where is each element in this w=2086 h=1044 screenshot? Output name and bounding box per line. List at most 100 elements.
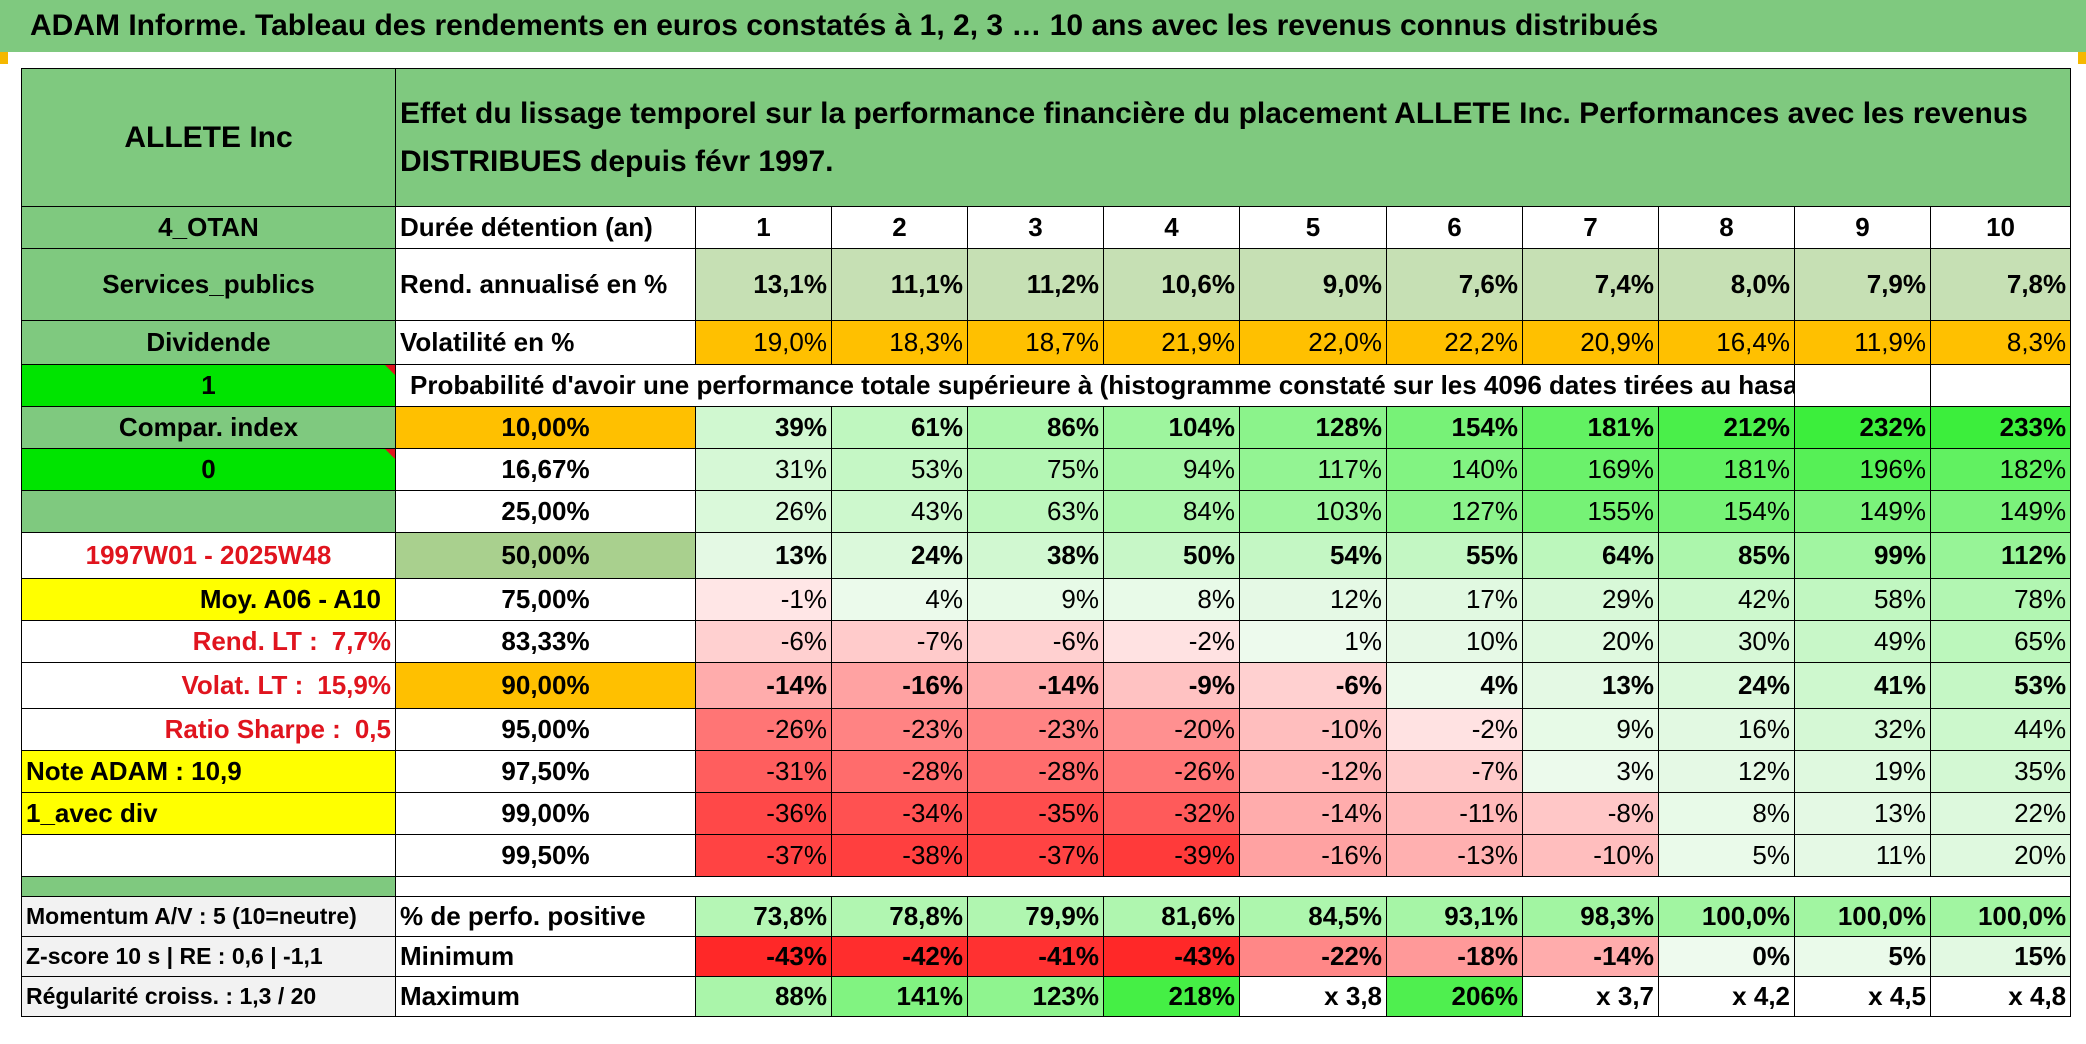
rend-cell: 11,2% xyxy=(967,248,1104,321)
performance-cell: 9% xyxy=(1522,708,1659,751)
performance-cell: 181% xyxy=(1658,448,1795,491)
performance-cell: 181% xyxy=(1522,406,1659,449)
duration-cell: 6 xyxy=(1386,206,1523,249)
stat-cell: 0% xyxy=(1658,936,1795,977)
stat-cell: -41% xyxy=(967,936,1104,977)
performance-cell: 4% xyxy=(1386,662,1523,709)
performance-cell: -13% xyxy=(1386,834,1523,877)
performance-cell: -14% xyxy=(1239,792,1387,835)
zscore-label: Z-score 10 s | RE : 0,6 | -1,1 xyxy=(21,936,396,977)
performance-cell: 85% xyxy=(1658,532,1795,579)
stat-cell: x 4,5 xyxy=(1794,976,1931,1017)
probability-level: 95,00% xyxy=(395,708,696,751)
momentum-label: Momentum A/V : 5 (10=neutre) xyxy=(21,896,396,937)
performance-cell: 31% xyxy=(695,448,832,491)
performance-cell: 24% xyxy=(1658,662,1795,709)
left-info-cell: Rend. LT : 7,7% xyxy=(21,620,396,663)
performance-cell: 64% xyxy=(1522,532,1659,579)
stat-cell: -42% xyxy=(831,936,968,977)
performance-cell: 42% xyxy=(1658,578,1795,621)
performance-cell: 65% xyxy=(1929,620,2072,663)
performance-cell: 10% xyxy=(1386,620,1523,663)
probability-level: 10,00% xyxy=(395,406,696,449)
performance-cell: 155% xyxy=(1522,490,1659,533)
stat-cell: 84,5% xyxy=(1239,896,1387,937)
performance-cell: -34% xyxy=(831,792,968,835)
duration-cell: 10 xyxy=(1929,206,2072,249)
performance-cell: -12% xyxy=(1239,750,1387,793)
stat-label: % de perfo. positive xyxy=(395,896,696,937)
stat-cell: 78,8% xyxy=(831,896,968,937)
metric-label: Volat. LT : xyxy=(181,670,304,700)
stat-cell: 100,0% xyxy=(1658,896,1795,937)
performance-cell: -16% xyxy=(831,662,968,709)
rend-label: Rend. annualisé en % xyxy=(395,248,696,321)
stat-cell: 100,0% xyxy=(1794,896,1931,937)
performance-cell: 9% xyxy=(967,578,1104,621)
performance-cell: 196% xyxy=(1794,448,1931,491)
left-info-cell: Moy. A06 - A10 xyxy=(21,578,396,621)
metric-value: 0,5 xyxy=(354,714,391,744)
probability-level: 16,67% xyxy=(395,448,696,491)
duration-cell: 7 xyxy=(1522,206,1659,249)
performance-cell: -10% xyxy=(1239,708,1387,751)
performance-cell: 140% xyxy=(1386,448,1523,491)
performance-cell: 127% xyxy=(1386,490,1523,533)
stat-cell: x 4,8 xyxy=(1929,976,2072,1017)
performance-cell: -6% xyxy=(967,620,1104,663)
edge-marker-right xyxy=(2078,52,2086,64)
type-label: Dividende xyxy=(21,320,396,365)
performance-cell: 8% xyxy=(1103,578,1240,621)
stat-cell: 79,9% xyxy=(967,896,1104,937)
probability-level: 25,00% xyxy=(395,490,696,533)
metric-label: Ratio Sharpe : xyxy=(164,714,341,744)
performance-cell: -10% xyxy=(1522,834,1659,877)
stat-cell: 5% xyxy=(1794,936,1931,977)
performance-cell: 20% xyxy=(1929,834,2072,877)
performance-cell: -32% xyxy=(1103,792,1240,835)
performance-cell: 17% xyxy=(1386,578,1523,621)
performance-cell: 94% xyxy=(1103,448,1240,491)
duration-cell: 1 xyxy=(695,206,832,249)
probability-level: 90,00% xyxy=(395,662,696,709)
vol-cell: 21,9% xyxy=(1103,320,1240,365)
performance-cell: 13% xyxy=(1522,662,1659,709)
performance-cell: 3% xyxy=(1522,750,1659,793)
stat-cell: 218% xyxy=(1103,976,1240,1017)
performance-cell: -20% xyxy=(1103,708,1240,751)
performance-cell: -28% xyxy=(967,750,1104,793)
vol-cell: 16,4% xyxy=(1658,320,1795,365)
performance-cell: 12% xyxy=(1658,750,1795,793)
stat-cell: -43% xyxy=(1103,936,1240,977)
performance-cell: 78% xyxy=(1929,578,2072,621)
left-info-cell: Ratio Sharpe : 0,5 xyxy=(21,708,396,751)
performance-table: ALLETE Inc Effet du lissage temporel sur… xyxy=(21,68,2072,1017)
stat-cell: 141% xyxy=(831,976,968,1017)
performance-cell: 63% xyxy=(967,490,1104,533)
zone-label: 4_OTAN xyxy=(21,206,396,249)
performance-cell: 13% xyxy=(1794,792,1931,835)
probability-title: Probabilité d'avoir une performance tota… xyxy=(395,364,1795,407)
vol-cell: 19,0% xyxy=(695,320,832,365)
empty-cell xyxy=(1794,364,1931,407)
duration-label: Durée détention (an) xyxy=(395,206,696,249)
sector-label: Services_publics xyxy=(21,248,396,321)
performance-cell: 128% xyxy=(1239,406,1387,449)
duration-cell: 9 xyxy=(1794,206,1931,249)
left-info-cell: 0 xyxy=(21,448,396,491)
performance-cell: -2% xyxy=(1103,620,1240,663)
performance-cell: 154% xyxy=(1386,406,1523,449)
performance-cell: -35% xyxy=(967,792,1104,835)
performance-cell: 154% xyxy=(1658,490,1795,533)
performance-cell: 54% xyxy=(1239,532,1387,579)
performance-cell: 22% xyxy=(1929,792,2072,835)
performance-cell: 84% xyxy=(1103,490,1240,533)
performance-cell: -8% xyxy=(1522,792,1659,835)
spacer xyxy=(394,876,2072,897)
performance-cell: -37% xyxy=(695,834,832,877)
rend-cell: 10,6% xyxy=(1103,248,1240,321)
metric-label: Rend. LT : xyxy=(192,626,318,656)
performance-cell: 75% xyxy=(967,448,1104,491)
stat-cell: x 4,2 xyxy=(1658,976,1795,1017)
performance-cell: 50% xyxy=(1103,532,1240,579)
